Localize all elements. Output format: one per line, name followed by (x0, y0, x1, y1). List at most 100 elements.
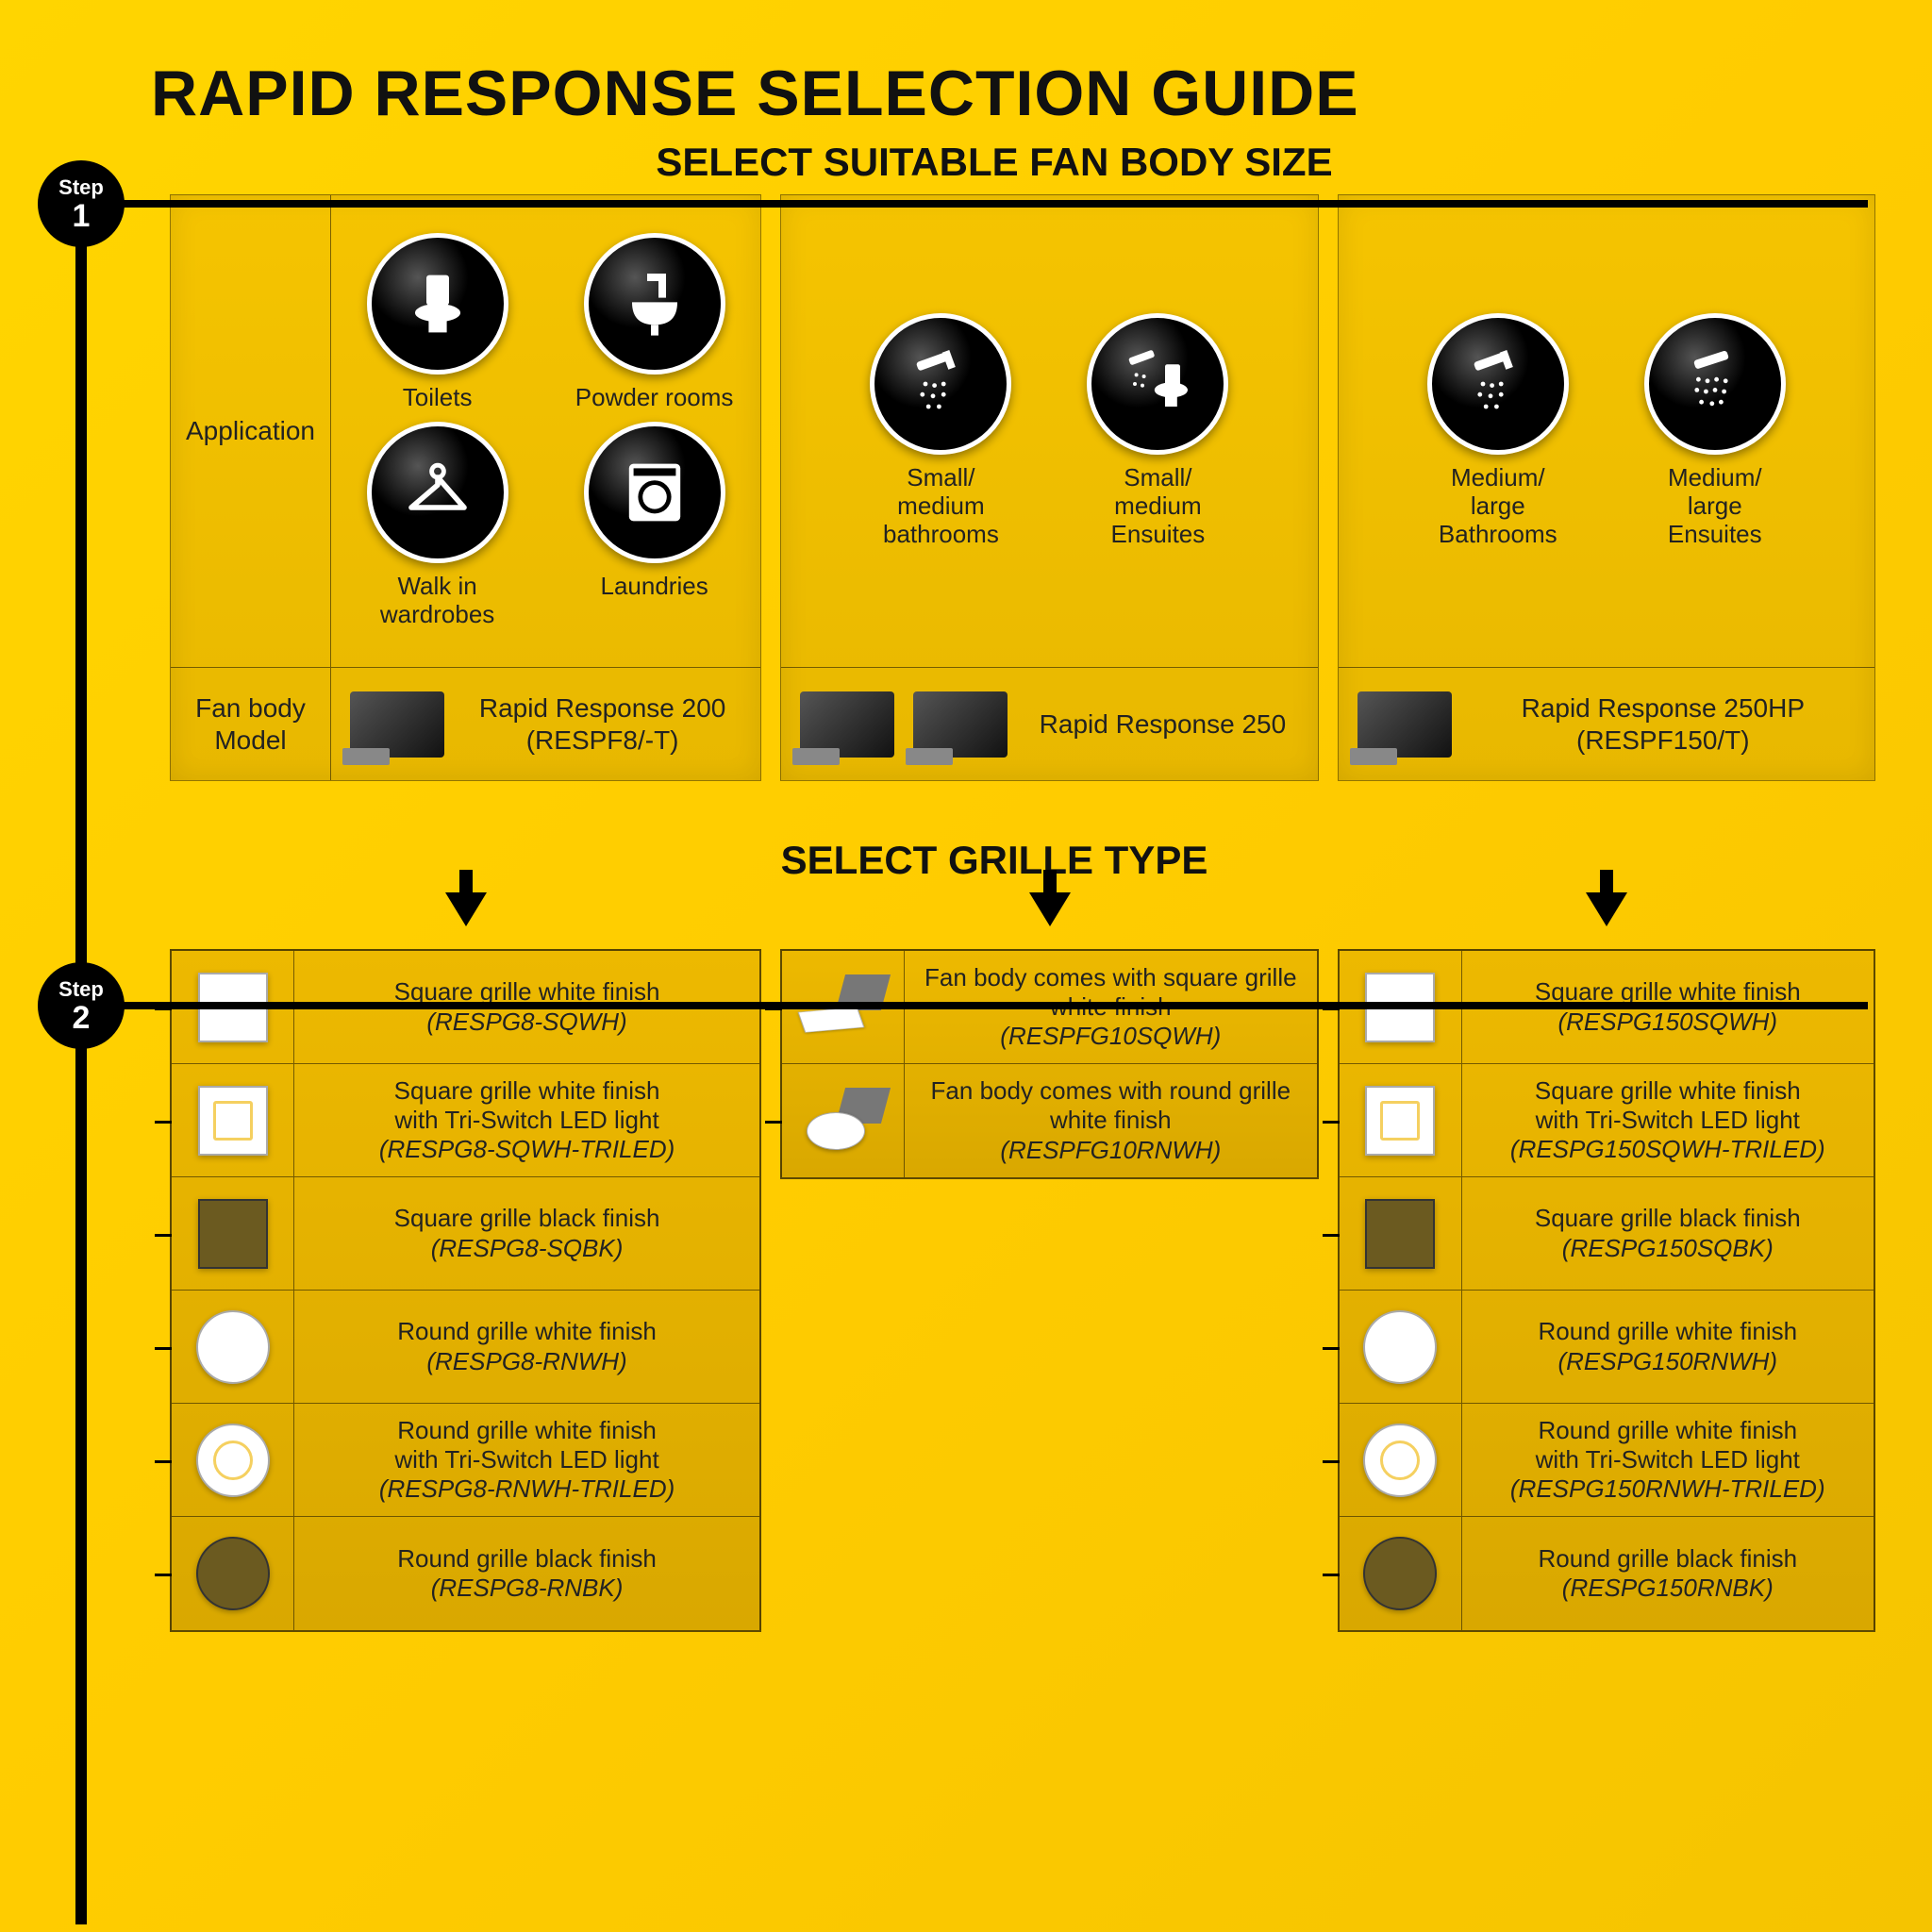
grille-row: Square grille white finishwith Tri-Switc… (1340, 1064, 1874, 1177)
shower-dots-icon (1644, 313, 1786, 455)
combo-rd-icon (801, 1088, 886, 1154)
application-label-text: Powder rooms (575, 384, 734, 412)
sink-icon (584, 233, 725, 375)
tick-mark (1323, 1460, 1340, 1463)
fan-body-icon (1357, 691, 1452, 758)
grille-row: Square grille black finish(RESPG150SQBK) (1340, 1177, 1874, 1291)
step-number: 2 (73, 1002, 91, 1034)
grille-code: (RESPG8-SQWH-TRILED) (313, 1135, 741, 1164)
application-icons: Small/mediumbathrooms Small/mediumEnsuite… (781, 294, 1317, 568)
application-icons: Medium/largeBathrooms Medium/largeEnsuite… (1339, 294, 1874, 568)
horizontal-line-step1 (75, 200, 1868, 208)
grille-icon-cell (172, 1177, 294, 1290)
grille-row: Fan body comes with round grillewhite fi… (782, 1064, 1316, 1177)
application-item: Small/mediumEnsuites (1063, 313, 1252, 549)
grille-description: Square grille white finishwith Tri-Switc… (1462, 1067, 1874, 1174)
grille-row: Square grille black finish(RESPG8-SQBK) (172, 1177, 759, 1291)
grille-icon-cell (172, 1517, 294, 1630)
model-name: Rapid Response 200(RESPF8/-T) (463, 692, 741, 756)
application-label-text: Laundries (601, 573, 708, 601)
tick-mark (1323, 1121, 1340, 1124)
application-label-text: Toilets (403, 384, 473, 412)
grille-column: Square grille white finish(RESPG8-SQWH)S… (170, 949, 761, 1632)
shower-toilet-icon (1087, 313, 1228, 455)
washer-icon (584, 422, 725, 563)
application-label-text: Small/mediumEnsuites (1111, 464, 1206, 549)
grille-columns: Square grille white finish(RESPG8-SQWH)S… (170, 949, 1875, 1632)
tick-mark (155, 1234, 172, 1237)
grille-code: (RESPG8-RNBK) (313, 1574, 741, 1603)
grille-row: Square grille white finishwith Tri-Switc… (172, 1064, 759, 1177)
tick-mark (765, 1121, 782, 1124)
step-label: Step (58, 175, 104, 200)
application-item: Medium/largeEnsuites (1621, 313, 1809, 549)
step-number: 1 (73, 200, 91, 232)
grille-description: Round grille white finishwith Tri-Switch… (1462, 1407, 1874, 1514)
rd-white-icon (196, 1310, 270, 1384)
rd-black-icon (1363, 1537, 1437, 1610)
application-item: Medium/largeBathrooms (1404, 313, 1592, 549)
application-label-text: Small/mediumbathrooms (883, 464, 999, 549)
grille-code: (RESPG8-SQWH) (313, 1008, 741, 1037)
grille-description: Square grille white finishwith Tri-Switc… (294, 1067, 759, 1174)
grille-code: (RESPFG10RNWH) (924, 1136, 1297, 1165)
grille-description: Round grille white finish(RESPG8-RNWH) (294, 1307, 759, 1385)
grille-row: Round grille white finish(RESPG150RNWH) (1340, 1291, 1874, 1404)
grille-description: Round grille white finishwith Tri-Switch… (294, 1407, 759, 1514)
step-2-badge: Step 2 (38, 962, 125, 1049)
grille-icon-cell (1340, 1517, 1462, 1630)
grille-code: (RESPG150RNWH) (1481, 1347, 1855, 1376)
tick-mark (155, 1574, 172, 1576)
grille-row: Round grille white finishwith Tri-Switch… (172, 1404, 759, 1517)
sq-black-icon (198, 1199, 268, 1269)
application-label-text: Medium/largeEnsuites (1668, 464, 1762, 549)
tick-mark (155, 1460, 172, 1463)
rd-black-icon (196, 1537, 270, 1610)
application-label-text: Medium/largeBathrooms (1439, 464, 1557, 549)
sq-white-led-icon (198, 1086, 268, 1156)
grille-icon-cell (1340, 1291, 1462, 1403)
application-icons: Toilets Powder rooms Walk in wardrobes Laun… (331, 214, 760, 648)
grille-description: Square grille black finish(RESPG150SQBK) (1462, 1194, 1874, 1272)
grille-code: (RESPG150RNBK) (1481, 1574, 1855, 1603)
arrow-down-icon (445, 892, 487, 926)
grille-column: Square grille white finish(RESPG150SQWH)… (1338, 949, 1875, 1632)
grille-code: (RESPG150SQWH-TRILED) (1481, 1135, 1855, 1164)
arrow-down-icon (1029, 892, 1071, 926)
application-label: Application (171, 195, 331, 667)
horizontal-line-step2 (75, 1002, 1868, 1009)
grille-code: (RESPG150RNWH-TRILED) (1481, 1474, 1855, 1504)
application-item: Powder rooms (560, 233, 749, 412)
fan-body-icon (913, 691, 1008, 758)
fan-body-icon (800, 691, 894, 758)
sq-black-icon (1365, 1199, 1435, 1269)
grille-description: Round grille black finish(RESPG8-RNBK) (294, 1535, 759, 1612)
grille-row: Round grille white finishwith Tri-Switch… (1340, 1404, 1874, 1517)
grille-code: (RESPG8-RNWH) (313, 1347, 741, 1376)
tick-mark (1323, 1347, 1340, 1350)
page-title: RAPID RESPONSE SELECTION GUIDE (151, 57, 1875, 130)
grille-description: Square grille black finish(RESPG8-SQBK) (294, 1194, 759, 1272)
rd-white-icon (1363, 1310, 1437, 1384)
grille-column: Fan body comes with square grillewhite f… (780, 949, 1318, 1179)
tick-mark (155, 1347, 172, 1350)
sq-white-led-icon (1365, 1086, 1435, 1156)
grille-row: Round grille black finish(RESPG8-RNBK) (172, 1517, 759, 1630)
tick-mark (1323, 1234, 1340, 1237)
grille-code: (RESPG150SQBK) (1481, 1234, 1855, 1263)
grille-row: Round grille black finish(RESPG150RNBK) (1340, 1517, 1874, 1630)
grille-icon-cell (1340, 1404, 1462, 1516)
grille-code: (RESPFG10SQWH) (924, 1022, 1297, 1051)
fan-body-column: Application Toilets Powder rooms Walk in wa… (170, 194, 761, 781)
model-name: Rapid Response 250 (1026, 708, 1298, 741)
grille-icon-cell (782, 1064, 905, 1177)
model-content: Rapid Response 200(RESPF8/-T) (331, 682, 760, 767)
application-label-text: Walk in wardrobes (343, 573, 532, 629)
grille-description: Round grille black finish(RESPG150RNBK) (1462, 1535, 1874, 1612)
application-item: Laundries (560, 422, 749, 629)
grille-icon-cell (172, 1404, 294, 1516)
grille-icon-cell (172, 1291, 294, 1403)
hanger-icon (367, 422, 508, 563)
grille-code: (RESPG8-SQBK) (313, 1234, 741, 1263)
arrows-row (170, 892, 1875, 949)
